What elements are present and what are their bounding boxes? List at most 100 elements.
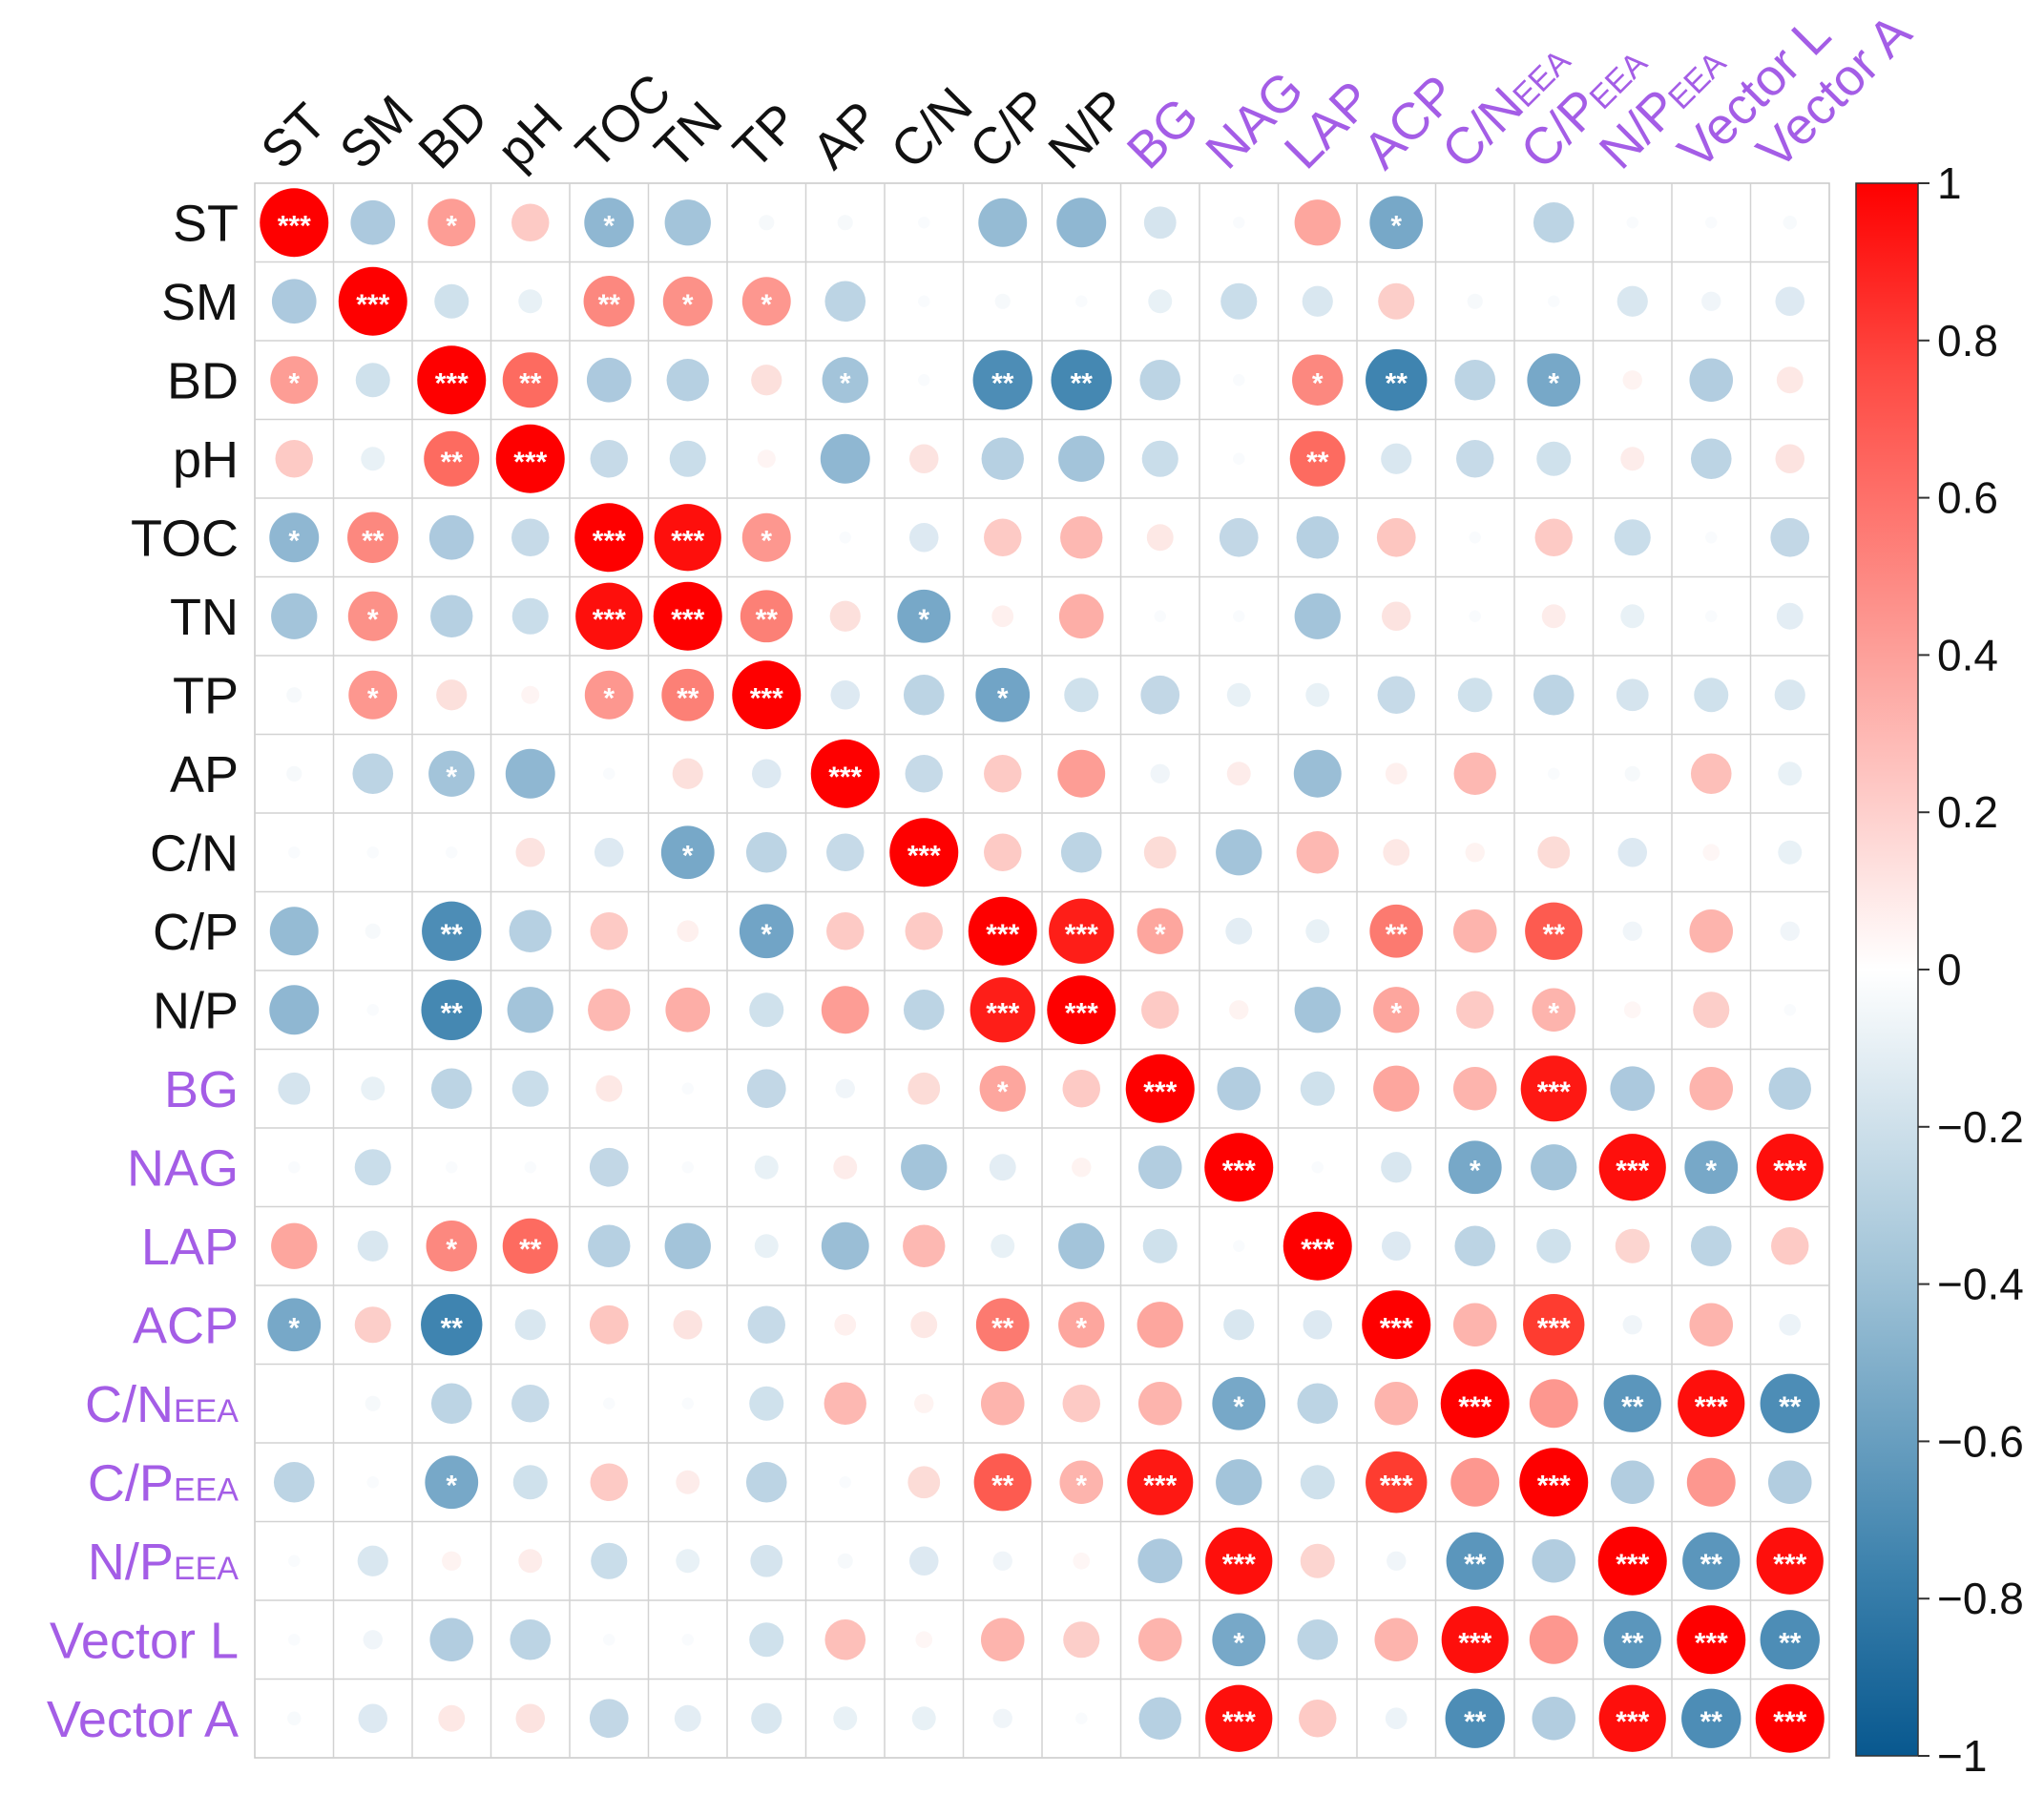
correlation-circle-ACP-C/PEEA [1523, 1294, 1585, 1356]
correlation-circle-LAP-BD [426, 1221, 477, 1272]
correlation-circle-SM-C/PEEA [1548, 295, 1560, 307]
correlation-circle-N/PEEA-BG [1137, 1538, 1183, 1584]
correlation-circle-Vector A-ST [287, 1711, 302, 1725]
correlation-circle-ST-BG [1143, 206, 1177, 240]
correlation-circle-NAG-N/P [1072, 1158, 1092, 1178]
correlation-circle-C/PEEA-Vector L [1686, 1457, 1736, 1507]
correlation-circle-BD-TN [666, 359, 709, 402]
significance-mark: *** [1458, 1391, 1491, 1423]
correlation-circle-TOC-AP [839, 532, 851, 544]
correlation-circle-C/PEEA-SM [366, 1476, 379, 1489]
column-label: N/P [1037, 78, 1138, 179]
correlation-circle-C/NEEA-C/PEEA [1529, 1379, 1578, 1429]
correlation-circle-Vector A-TN [674, 1704, 701, 1732]
significance-mark: *** [907, 840, 941, 871]
correlation-circle-BD-Vector A [1776, 366, 1804, 394]
correlation-circle-NAG-LAP [1311, 1161, 1324, 1174]
correlation-circle-SM-SM [338, 266, 407, 336]
colorbar-tick-label: 1 [1937, 158, 1962, 208]
significance-mark: ** [1306, 447, 1329, 478]
significance-mark: * [603, 210, 615, 241]
correlation-circle-pH-TOC [590, 440, 628, 478]
correlation-circle-NAG-Vector A [1756, 1134, 1824, 1201]
correlation-circle-AP-TN [672, 758, 703, 789]
correlation-circle-Vector L-BG [1137, 1618, 1182, 1662]
correlation-circle-pH-Vector L [1690, 438, 1732, 480]
significance-mark: *** [671, 525, 704, 556]
significance-mark: * [288, 367, 300, 399]
correlation-circle-LAP-pH [502, 1218, 558, 1274]
correlation-circle-pH-TN [669, 440, 706, 477]
significance-mark: * [761, 919, 772, 950]
correlation-circle-C/PEEA-AP [839, 1476, 851, 1489]
correlation-circle-NAG-ST [288, 1161, 301, 1174]
correlation-circle-ACP-pH [514, 1309, 546, 1341]
correlation-circle-C/N-Vector L [1702, 844, 1721, 862]
correlation-circle-Vector L-pH [510, 1618, 552, 1660]
row-labels: ST SM BD pH TOC TN TP AP C/N C/P N/P BG NAG LAP ACP C/N… [47, 195, 239, 1748]
significance-mark: * [603, 682, 615, 714]
correlation-circle-LAP-SM [357, 1230, 388, 1262]
correlation-circle-BD-C/N [918, 374, 930, 386]
correlation-circle-LAP-C/P [991, 1234, 1015, 1259]
correlation-circle-C/N-LAP [1296, 831, 1339, 874]
correlation-circle-N/P-LAP [1294, 987, 1341, 1033]
significance-mark: * [997, 1076, 1009, 1108]
correlation-circle-TP-C/P [975, 667, 1031, 722]
correlation-circle-Vector A-SM [358, 1703, 388, 1734]
significance-mark: * [761, 289, 772, 321]
correlation-circle-ST-ACP [1369, 196, 1424, 250]
correlation-circle-C/PEEA-C/N [907, 1466, 941, 1499]
significance-mark: *** [1143, 1470, 1177, 1501]
correlation-circle-N/PEEA-AP [837, 1553, 853, 1569]
significance-mark: ** [519, 367, 542, 399]
correlation-circle-Vector A-Vector A [1755, 1683, 1825, 1753]
correlation-circle-Vector L-ST [288, 1634, 301, 1646]
correlation-circle-N/P-Vector L [1693, 991, 1730, 1029]
correlation-circle-N/PEEA-LAP [1300, 1543, 1335, 1578]
correlation-circle-LAP-C/NEEA [1454, 1225, 1496, 1267]
significance-mark: ** [1621, 1391, 1644, 1423]
row-label: C/P [153, 904, 239, 961]
correlation-circle-C/PEEA-Vector A [1767, 1460, 1812, 1505]
correlation-circle-C/P-BG [1137, 908, 1183, 954]
correlation-circle-ACP-BG [1137, 1302, 1183, 1348]
correlation-circle-pH-C/P [981, 437, 1024, 480]
correlation-circle-LAP-C/PEEA [1536, 1228, 1572, 1263]
significance-mark: *** [1773, 1549, 1806, 1580]
correlation-circle-LAP-ST [271, 1222, 318, 1269]
correlation-circle-N/P-TP [749, 992, 784, 1028]
correlation-circle-Vector L-ACP [1374, 1618, 1419, 1662]
significance-mark: *** [1773, 1155, 1806, 1186]
significance-mark: * [1390, 997, 1402, 1029]
correlation-circle-C/P-TOC [590, 912, 628, 950]
correlation-circle-Vector A-LAP [1299, 1700, 1337, 1738]
correlation-circle-BG-SM [361, 1076, 386, 1101]
correlation-circle-Vector L-NAG [1212, 1613, 1266, 1667]
correlation-circle-C/P-C/N [905, 912, 943, 950]
correlation-circle-Vector A-AP [833, 1706, 858, 1731]
significance-mark: * [446, 762, 457, 793]
significance-mark: ** [1621, 1627, 1644, 1659]
significance-mark: *** [1222, 1549, 1256, 1580]
correlation-circle-C/P-BD [422, 901, 482, 961]
correlation-circle-Vector A-C/NEEA [1445, 1688, 1505, 1748]
correlation-circle-TOC-pH [511, 518, 550, 556]
column-label: SM [329, 85, 425, 180]
significance-mark: * [997, 682, 1009, 714]
correlation-circle-TN-C/NEEA [1469, 610, 1481, 622]
correlation-circle-TP-C/NEEA [1457, 678, 1492, 713]
correlation-circle-C/NEEA-C/P [980, 1381, 1025, 1426]
correlation-circle-TP-pH [521, 685, 540, 704]
row-label: TN [170, 589, 239, 646]
correlation-circle-pH-C/PEEA [1536, 441, 1572, 476]
correlation-circle-ACP-TOC [589, 1305, 629, 1345]
correlation-circle-NAG-TP [754, 1155, 779, 1179]
row-label: Vector A [47, 1691, 239, 1748]
correlation-circle-BD-N/P [1051, 349, 1113, 411]
correlation-circle-LAP-Vector A [1771, 1227, 1809, 1265]
correlation-circle-SM-N/P [1075, 295, 1088, 307]
correlation-circle-NAG-C/N [901, 1144, 948, 1191]
significance-mark: *** [1616, 1155, 1649, 1186]
correlation-circle-SM-TOC [583, 276, 635, 327]
